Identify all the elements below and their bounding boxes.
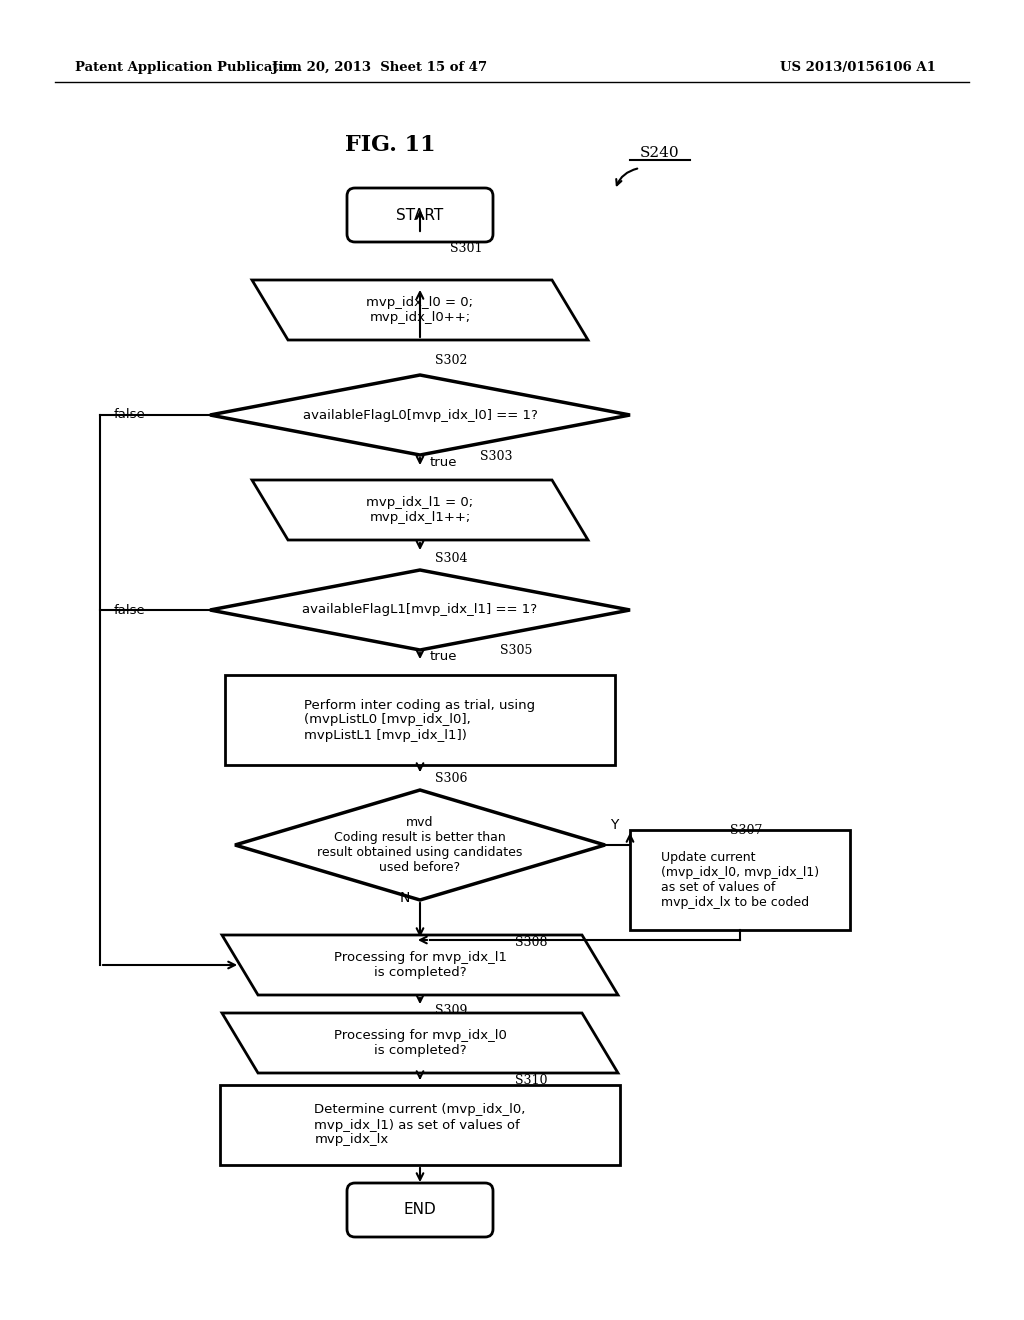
Text: Perform inter coding as trial, using
(mvpListL0 [mvp_idx_l0],
mvpListL1 [mvp_idx: Perform inter coding as trial, using (mv… (304, 698, 536, 742)
Text: S308: S308 (515, 936, 548, 949)
Text: S304: S304 (435, 552, 468, 565)
Text: S307: S307 (730, 824, 763, 837)
Text: true: true (430, 651, 458, 664)
Bar (220, 1085, 620, 1166)
Text: availableFlagL0[mvp_idx_l0] == 1?: availableFlagL0[mvp_idx_l0] == 1? (302, 408, 538, 421)
Text: false: false (114, 603, 145, 616)
Text: S303: S303 (480, 450, 512, 462)
Text: S240: S240 (640, 147, 680, 160)
Text: Update current
(mvp_idx_l0, mvp_idx_l1)
as set of values of
mvp_idx_lx to be cod: Update current (mvp_idx_l0, mvp_idx_l1) … (660, 851, 819, 909)
Text: mvp_idx_l1 = 0;
mvp_idx_l1++;: mvp_idx_l1 = 0; mvp_idx_l1++; (367, 496, 473, 524)
Text: Determine current (mvp_idx_l0,
mvp_idx_l1) as set of values of
mvp_idx_lx: Determine current (mvp_idx_l0, mvp_idx_l… (314, 1104, 525, 1147)
Text: S309: S309 (435, 1003, 467, 1016)
Text: Jun. 20, 2013  Sheet 15 of 47: Jun. 20, 2013 Sheet 15 of 47 (272, 62, 487, 74)
Text: Processing for mvp_idx_l1
is completed?: Processing for mvp_idx_l1 is completed? (334, 950, 507, 979)
Text: US 2013/0156106 A1: US 2013/0156106 A1 (780, 62, 936, 74)
Text: mvd
Coding result is better than
result obtained using candidates
used before?: mvd Coding result is better than result … (317, 816, 522, 874)
FancyBboxPatch shape (347, 187, 493, 242)
Polygon shape (252, 280, 588, 341)
Text: false: false (114, 408, 145, 421)
Polygon shape (234, 789, 605, 900)
Text: mvp_idx_l0 = 0;
mvp_idx_l0++;: mvp_idx_l0 = 0; mvp_idx_l0++; (367, 296, 473, 323)
Text: true: true (430, 455, 458, 469)
Text: FIG. 11: FIG. 11 (345, 135, 435, 156)
Polygon shape (252, 480, 588, 540)
Polygon shape (222, 1012, 618, 1073)
Polygon shape (210, 570, 630, 649)
Text: S305: S305 (500, 644, 532, 657)
Text: START: START (396, 207, 443, 223)
Text: Y: Y (610, 818, 618, 832)
Text: N: N (399, 891, 411, 906)
Text: Patent Application Publication: Patent Application Publication (75, 62, 302, 74)
Text: Processing for mvp_idx_l0
is completed?: Processing for mvp_idx_l0 is completed? (334, 1030, 507, 1057)
FancyBboxPatch shape (347, 1183, 493, 1237)
Text: S306: S306 (435, 771, 468, 784)
Text: S310: S310 (515, 1073, 548, 1086)
Text: S301: S301 (450, 242, 482, 255)
Polygon shape (210, 375, 630, 455)
Text: END: END (403, 1203, 436, 1217)
Bar (630, 830, 850, 931)
Text: availableFlagL1[mvp_idx_l1] == 1?: availableFlagL1[mvp_idx_l1] == 1? (302, 603, 538, 616)
Text: S302: S302 (435, 354, 467, 367)
Bar (225, 675, 615, 766)
Polygon shape (222, 935, 618, 995)
